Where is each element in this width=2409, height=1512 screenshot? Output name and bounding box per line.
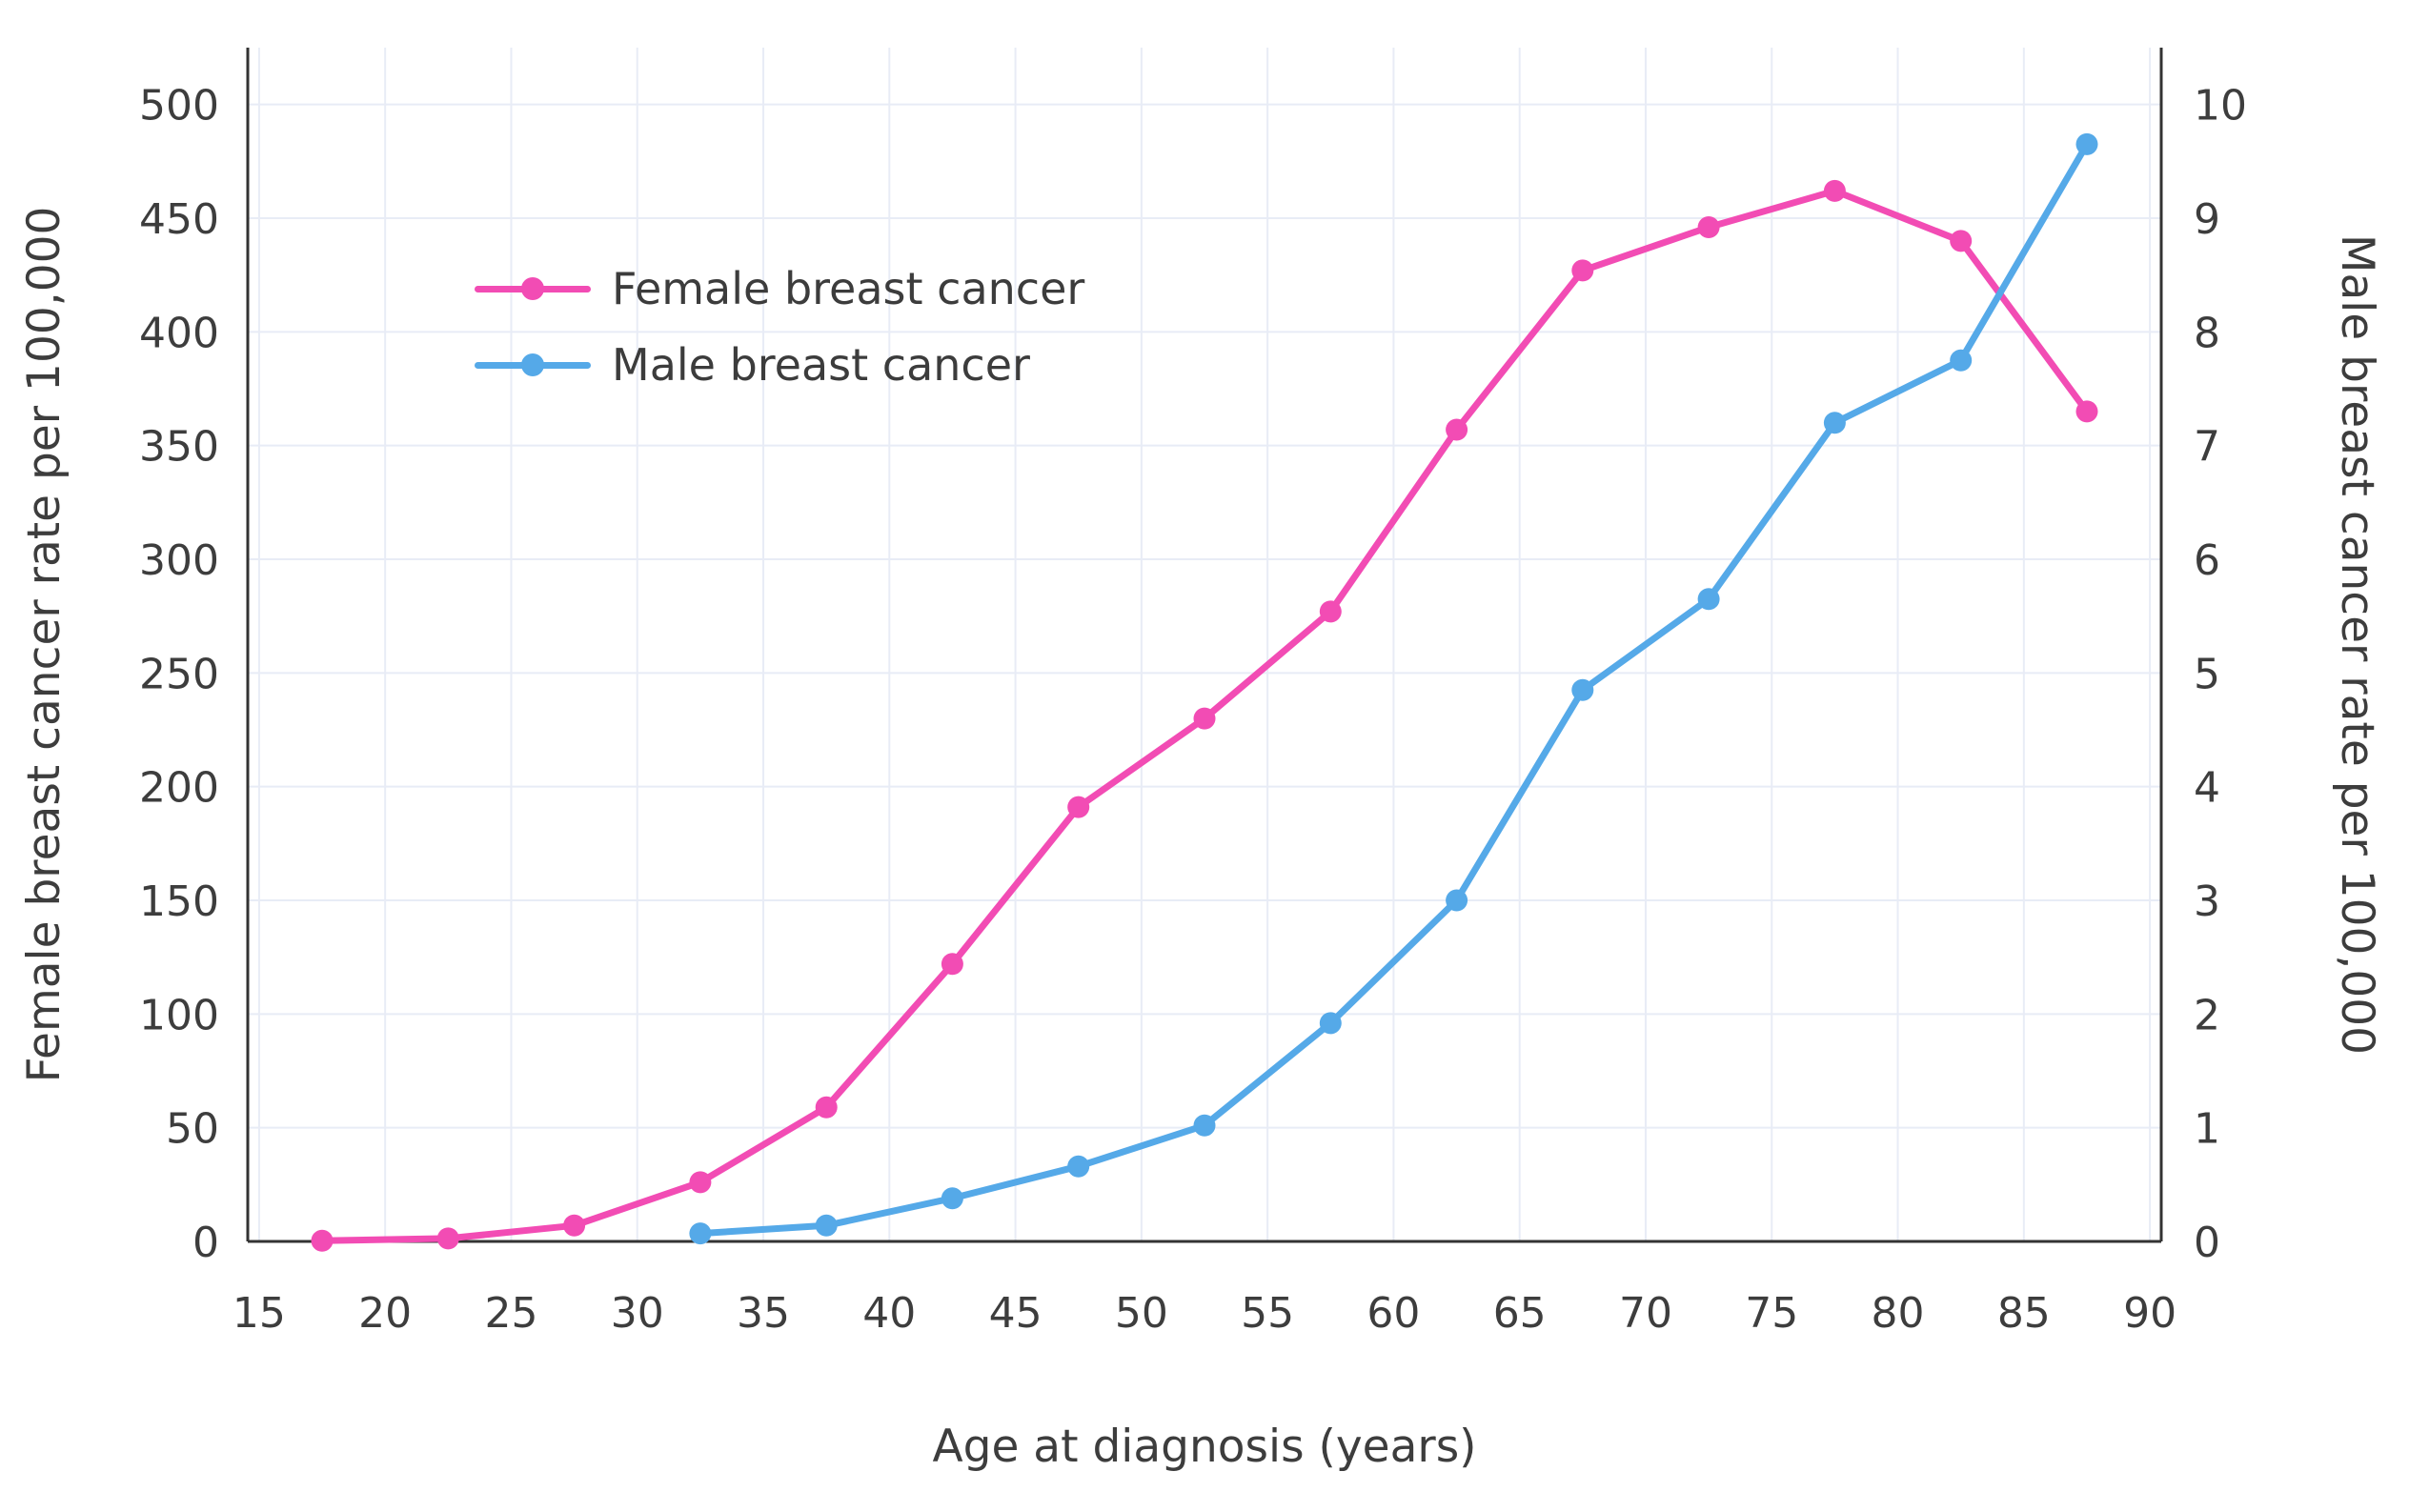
male-data-point-marker <box>1697 588 1720 611</box>
right-y-tick-label: 0 <box>2194 1219 2220 1267</box>
legend-swatch-female-icon <box>475 277 591 300</box>
x-tick-label: 70 <box>1619 1289 1672 1338</box>
x-tick-label: 65 <box>1493 1289 1547 1338</box>
male-data-point-marker <box>1823 412 1846 434</box>
x-axis-title: Age at diagnosis (years) <box>932 1421 1476 1473</box>
male-data-point-marker <box>941 1187 963 1210</box>
left-y-tick-label: 150 <box>139 877 219 926</box>
female-data-point-marker <box>1571 259 1594 282</box>
right-y-tick-label: 4 <box>2194 764 2220 813</box>
right-y-tick-label: 6 <box>2194 536 2220 585</box>
right-y-tick-label: 1 <box>2194 1105 2220 1154</box>
right-y-tick-label: 7 <box>2194 423 2220 472</box>
left-y-tick-label: 200 <box>139 764 219 813</box>
male-data-point-marker <box>689 1222 712 1245</box>
female-data-point-marker <box>311 1229 334 1252</box>
legend-label-female: Female breast cancer <box>612 263 1085 314</box>
male-data-point-marker <box>1950 349 1973 372</box>
female-data-point-marker <box>1823 179 1846 202</box>
x-tick-label: 35 <box>737 1289 790 1338</box>
female-data-point-marker <box>436 1227 459 1250</box>
x-tick-label: 60 <box>1366 1289 1420 1338</box>
left-y-tick-label: 450 <box>139 195 219 244</box>
legend-item-female: Female breast cancer <box>475 255 1084 322</box>
x-tick-label: 55 <box>1241 1289 1294 1338</box>
right-y-tick-label: 10 <box>2194 82 2247 131</box>
right-y-tick-label: 5 <box>2194 650 2220 698</box>
left-y-axis-title: Female breast cancer rate per 100,000 <box>18 207 71 1083</box>
x-tick-label: 50 <box>1115 1289 1168 1338</box>
male-data-point-marker <box>1319 1012 1342 1035</box>
x-tick-label: 25 <box>484 1289 537 1338</box>
female-data-point-marker <box>689 1171 712 1194</box>
right-y-tick-label: 8 <box>2194 309 2220 357</box>
female-data-point-marker <box>1446 418 1468 441</box>
female-data-point-marker <box>1319 600 1342 623</box>
x-tick-label: 85 <box>1997 1289 2051 1338</box>
right-y-tick-label: 9 <box>2194 195 2220 244</box>
left-y-tick-label: 50 <box>166 1105 219 1154</box>
right-y-axis-title: Male breast cancer rate per 100,000 <box>2331 234 2383 1055</box>
left-y-tick-label: 500 <box>139 82 219 131</box>
female-data-point-marker <box>1067 796 1090 818</box>
left-y-tick-label: 400 <box>139 309 219 357</box>
legend-item-male: Male breast cancer <box>475 332 1084 398</box>
x-tick-label: 80 <box>1872 1289 1925 1338</box>
left-y-tick-label: 100 <box>139 991 219 1039</box>
female-data-point-marker <box>941 953 963 976</box>
male-data-point-marker <box>1067 1155 1090 1178</box>
male-series-line <box>697 140 2091 1238</box>
x-tick-label: 90 <box>2123 1289 2176 1338</box>
female-data-point-marker <box>563 1214 586 1237</box>
legend-swatch-male-icon <box>475 353 591 376</box>
male-data-point-marker <box>1571 678 1594 701</box>
legend-marker-female-icon <box>521 277 544 300</box>
female-data-point-marker <box>1697 216 1720 238</box>
x-tick-label: 75 <box>1745 1289 1798 1338</box>
x-tick-label: 15 <box>233 1289 286 1338</box>
female-data-point-marker <box>2075 400 2098 423</box>
female-data-point-marker <box>1193 707 1216 730</box>
x-tick-label: 45 <box>989 1289 1043 1338</box>
male-data-point-marker <box>1193 1114 1216 1137</box>
male-data-point-marker <box>815 1214 838 1237</box>
left-y-tick-label: 300 <box>139 536 219 585</box>
left-y-tick-label: 350 <box>139 423 219 472</box>
legend: Female breast cancer Male breast cancer <box>475 255 1084 398</box>
female-data-point-marker <box>1950 230 1973 252</box>
female-data-point-marker <box>815 1096 838 1119</box>
left-y-tick-label: 0 <box>192 1219 219 1267</box>
legend-label-male: Male breast cancer <box>612 339 1030 391</box>
x-tick-label: 30 <box>611 1289 664 1338</box>
right-y-tick-label: 2 <box>2194 991 2220 1039</box>
legend-marker-male-icon <box>521 353 544 376</box>
left-y-tick-label: 250 <box>139 650 219 698</box>
x-tick-label: 20 <box>358 1289 412 1338</box>
male-data-point-marker <box>2075 132 2098 155</box>
male-data-point-marker <box>1446 889 1468 912</box>
x-tick-label: 40 <box>862 1289 916 1338</box>
right-y-tick-label: 3 <box>2194 877 2220 926</box>
